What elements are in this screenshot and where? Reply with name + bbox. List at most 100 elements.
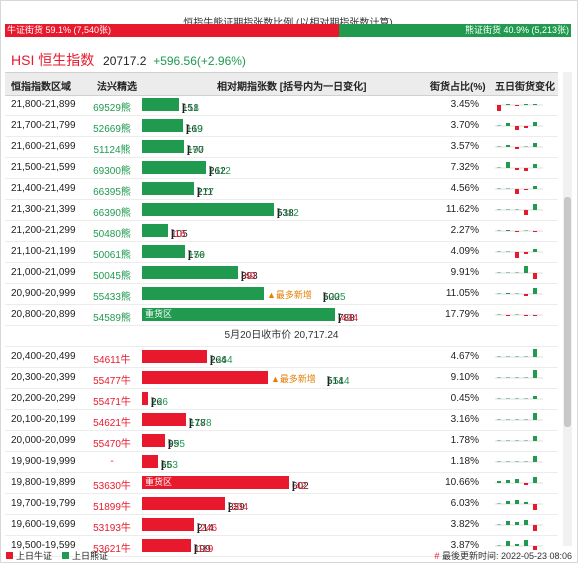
table-row[interactable]: 20,100-20,199 54621牛 178 [+178] 3.16% [5, 410, 558, 431]
share-pct: 10.66% [445, 477, 479, 488]
bracket-open: [ [210, 355, 213, 366]
table-row[interactable]: 19,700-19,799 51899牛 339 [-304] 6.03% [5, 494, 558, 515]
warrant-code-link[interactable]: 51124熊 [93, 145, 131, 156]
data-table: 21,800-21,899 69529熊 151 [+18] 3.45% 21,700-… [5, 95, 558, 557]
contracts-bar [142, 539, 191, 552]
table-row[interactable]: 20,900-20,999 55433熊 ▲最多新增 500 [+225] 11.05% [5, 284, 558, 305]
warrant-code-link[interactable]: 66395熊 [93, 187, 131, 198]
contracts-bar [142, 413, 186, 426]
contracts-value: 169 [186, 124, 203, 135]
five-day-trend-chart [495, 122, 543, 130]
warrant-code-link[interactable]: 53193牛 [93, 523, 131, 534]
warrant-code-link[interactable]: 54621牛 [93, 418, 131, 429]
warrant-code-link[interactable]: 53621牛 [93, 544, 131, 555]
contracts-change: +178 [189, 418, 212, 429]
trend-bar [497, 461, 501, 462]
five-day-trend-chart [495, 162, 543, 171]
contracts-change: +77 [197, 187, 214, 198]
table-row[interactable]: 21,700-21,799 52669熊 169 [+19] 3.70% [5, 116, 558, 137]
warrant-code-link[interactable]: 52669熊 [93, 124, 131, 135]
warrant-code-link[interactable]: 53630牛 [93, 481, 131, 492]
contracts-bar [142, 98, 179, 111]
bracket-close: ] [182, 103, 185, 114]
trend-bar [524, 230, 528, 231]
scrollbar-thumb[interactable] [564, 197, 571, 427]
warrant-code-link[interactable]: 66390熊 [93, 208, 131, 219]
warrant-code-link[interactable]: 50480熊 [93, 229, 131, 240]
five-day-trend-chart [495, 186, 543, 194]
table-row[interactable]: 20,800-20,899 54589熊 重货区 788 [-434] 17.79% [5, 305, 558, 326]
table-row[interactable]: 20,300-20,399 55477牛 ▲最多新增 514 [+514] 9.10% [5, 368, 558, 389]
table-row[interactable]: 19,600-19,699 53193牛 214 [-246] 3.82% [5, 515, 558, 536]
scrollbar[interactable] [563, 72, 572, 546]
trend-bar [506, 541, 510, 546]
warrant-code-link[interactable]: 50061熊 [93, 250, 131, 261]
contracts-change: +97 [187, 145, 204, 156]
table-row[interactable]: 21,800-21,899 69529熊 151 [+18] 3.45% [5, 95, 558, 116]
contracts-value: 393 [241, 271, 258, 282]
warrant-code-link[interactable]: 55470牛 [93, 439, 131, 450]
bracket-close: ] [241, 271, 244, 282]
share-pct: 7.32% [450, 162, 479, 173]
trend-bar [515, 105, 519, 106]
warrant-code-link[interactable]: - [110, 456, 114, 467]
bracket-close: ] [188, 250, 191, 261]
warrant-code-link[interactable]: 55477牛 [93, 376, 131, 387]
trend-bar [506, 162, 510, 168]
table-row[interactable]: 21,000-21,099 50045熊 393 [-49] 9.91% [5, 263, 558, 284]
table-row[interactable]: 20,200-20,299 55471牛 26 [+26] 0.45% [5, 389, 558, 410]
table-row[interactable]: 21,600-21,699 51124熊 170 [+97] 3.57% [5, 137, 558, 158]
trend-bar [515, 377, 519, 378]
contracts-bar [142, 455, 158, 468]
trend-bar [524, 315, 528, 316]
warrant-code-link[interactable]: 69300熊 [93, 166, 131, 177]
table-row[interactable]: 21,200-21,299 50480熊 105 [-16] 2.27% [5, 221, 558, 242]
contracts-change: -49 [241, 271, 256, 282]
contracts-change: +112 [277, 208, 299, 219]
trend-bar [533, 204, 537, 210]
trend-bar [533, 396, 537, 399]
warrant-code-link[interactable]: 55433熊 [93, 292, 131, 303]
contracts-bar [142, 182, 194, 195]
trend-bar [506, 293, 510, 294]
contracts-value: 211 [197, 187, 213, 198]
table-row[interactable]: 21,300-21,399 66390熊 538 [+112] 11.62% [5, 200, 558, 221]
share-pct: 9.10% [450, 372, 479, 383]
contracts-change: +95 [168, 439, 185, 450]
range-cell: 21,700-21,799 [11, 120, 76, 131]
contracts-value: 176 [188, 250, 205, 261]
warrant-code-link[interactable]: 54589熊 [93, 313, 131, 324]
share-pct: 3.57% [450, 141, 479, 152]
bracket-open: [ [292, 481, 295, 492]
warrant-code-link[interactable]: 51899牛 [93, 502, 131, 513]
trend-bar [524, 168, 528, 171]
contracts-bar [142, 518, 194, 531]
range-cell: 19,700-19,799 [11, 498, 76, 509]
bracket-open: [ [197, 523, 200, 534]
five-day-trend-chart [495, 230, 543, 232]
warrant-code-link[interactable]: 55471牛 [93, 397, 131, 408]
table-row[interactable]: 21,500-21,599 69300熊 262 [+112] 7.32% [5, 158, 558, 179]
warrant-code-link[interactable]: 54611牛 [93, 355, 131, 366]
bracket-close: ] [338, 313, 341, 324]
trend-bar [533, 143, 537, 147]
trend-bar [524, 252, 528, 254]
table-row[interactable]: 20,400-20,499 54611牛 264 [+264] 4.67% [5, 347, 558, 368]
table-row[interactable]: 19,500-19,599 53621牛 199 [-119] 3.87% [5, 536, 558, 557]
contracts-value: 95 [168, 439, 180, 450]
share-pct: 6.03% [450, 498, 479, 509]
trend-bar [497, 481, 501, 483]
contracts-change: -304 [228, 502, 249, 513]
warrant-code-link[interactable]: 50045熊 [93, 271, 131, 282]
table-row[interactable]: 19,800-19,899 53630牛 重货区 602 [-42] 10.66% [5, 473, 558, 494]
table-row[interactable]: 19,900-19,999 - 65 [+63] 1.18% [5, 452, 558, 473]
table-row[interactable]: 21,100-21,199 50061熊 176 [+59] 4.09% [5, 242, 558, 263]
contracts-change: +26 [151, 397, 168, 408]
warrant-code-link[interactable]: 69529熊 [93, 103, 131, 114]
table-row[interactable]: 21,400-21,499 66395熊 211 [+77] 4.56% [5, 179, 558, 200]
trend-bar [533, 288, 537, 294]
contracts-value: 602 [292, 481, 309, 492]
bracket-close: ] [323, 292, 326, 303]
table-row[interactable]: 20,000-20,099 55470牛 95 [+95] 1.78% [5, 431, 558, 452]
five-day-trend-chart [495, 314, 543, 316]
